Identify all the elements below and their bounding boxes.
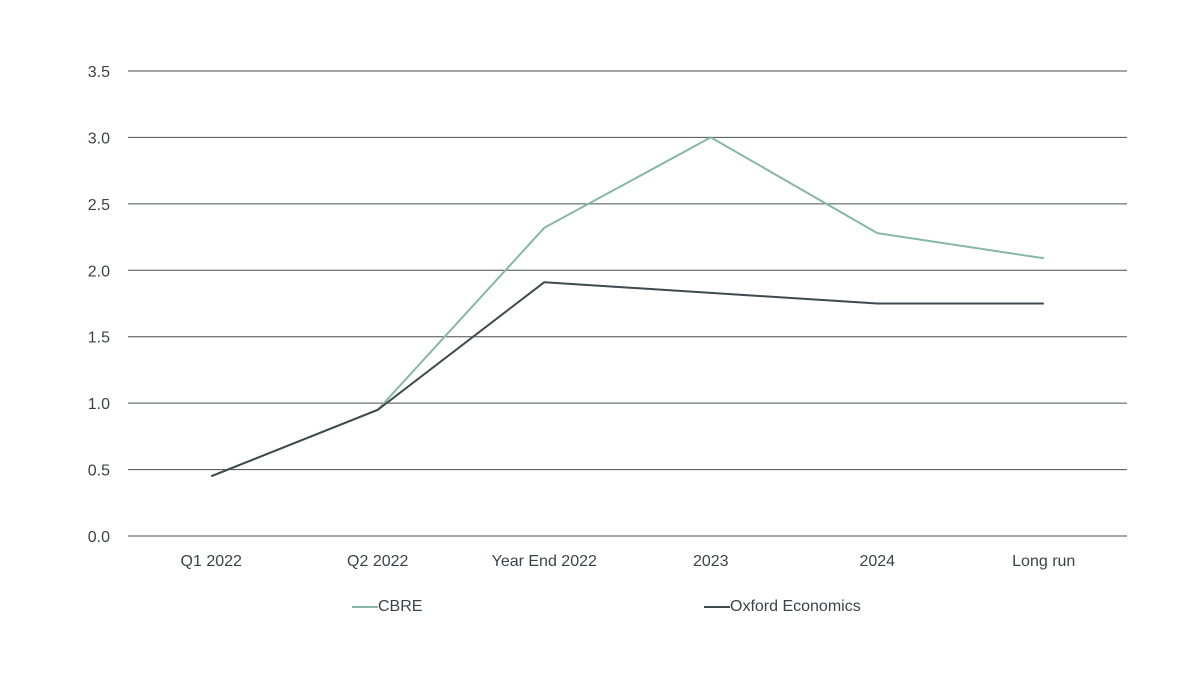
- y-tick-label: 3.0: [88, 130, 110, 147]
- y-tick-label: 2.5: [88, 197, 110, 214]
- legend-swatch-cbre: [352, 606, 378, 608]
- y-axis-ticks: 0.0 0.5 1.0 1.5 2.0 2.5 3.0 3.5: [88, 64, 110, 546]
- line-chart: 0.0 0.5 1.0 1.5 2.0 2.5 3.0 3.5 Q1 2022 Q2 2022 Y…: [88, 64, 1127, 570]
- legend-swatch-oxford-economics: [704, 606, 730, 608]
- gridlines: [128, 70, 1127, 537]
- legend: CBRE Oxford Economics: [0, 596, 1200, 618]
- series-lines: [210, 136, 1044, 478]
- y-tick-label: 1.5: [88, 330, 110, 347]
- x-tick-label: 2024: [859, 553, 895, 570]
- legend-label-oxford-economics: Oxford Economics: [730, 598, 861, 615]
- legend-label-cbre: CBRE: [378, 598, 423, 615]
- y-tick-label: 3.5: [88, 64, 110, 81]
- x-axis-ticks: Q1 2022 Q2 2022 Year End 2022 2023 2024 Long …: [181, 553, 1076, 570]
- x-tick-label: Q1 2022: [181, 553, 242, 570]
- series-line-oxford-economics: [210, 281, 1044, 478]
- y-tick-label: 2.0: [88, 263, 110, 280]
- legend-item-oxford-economics[interactable]: Oxford Economics: [704, 596, 861, 618]
- x-tick-label: Long run: [1012, 553, 1075, 570]
- y-tick-label: 1.0: [88, 396, 110, 413]
- y-tick-label: 0.5: [88, 463, 110, 480]
- x-tick-label: 2023: [693, 553, 729, 570]
- y-tick-label: 0.0: [88, 529, 110, 546]
- x-tick-label: Q2 2022: [347, 553, 408, 570]
- legend-item-cbre[interactable]: CBRE: [352, 596, 422, 618]
- x-tick-label: Year End 2022: [492, 553, 597, 570]
